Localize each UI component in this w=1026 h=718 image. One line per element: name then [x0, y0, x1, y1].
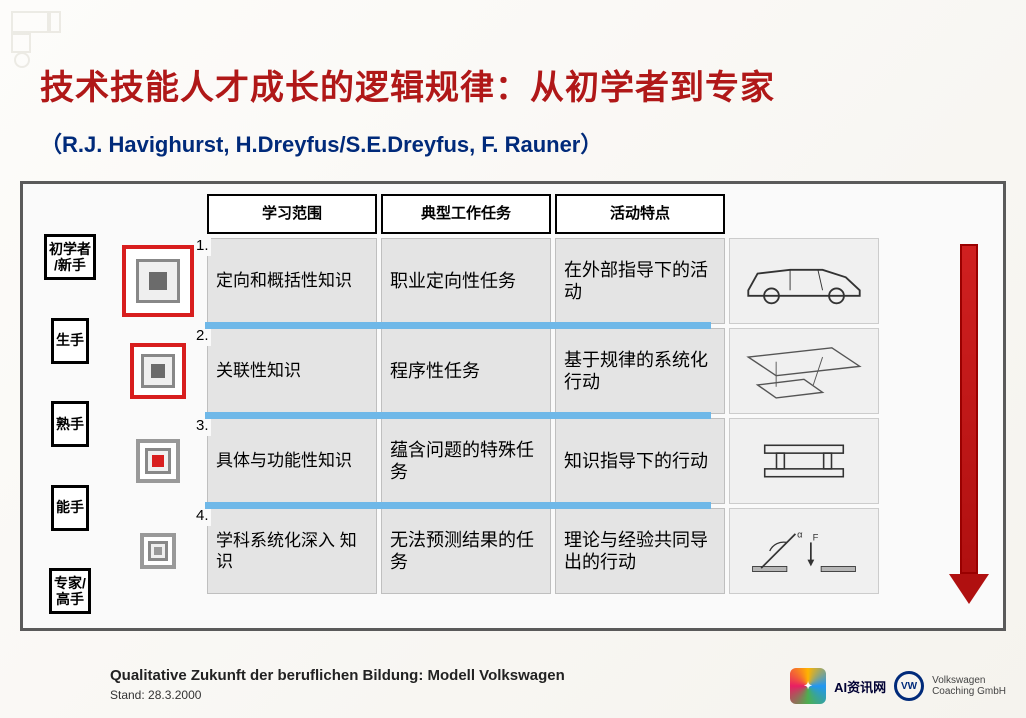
r4-activity: 理论与经验共同导出的行动	[555, 508, 725, 594]
stage-label-proficient: 能手	[51, 485, 89, 531]
svg-text:α: α	[797, 528, 803, 539]
ai-badge-text: AI资讯网	[834, 677, 886, 696]
footer-citation: Qualitative Zukunft der beruflichen Bild…	[110, 667, 565, 684]
ai-badge-icon: ✦	[790, 668, 826, 704]
footer-date: Stand: 28.3.2000	[110, 688, 201, 702]
logo-block: ✦ AI资讯网 VW Volkswagen Coaching GmbH	[790, 668, 1006, 704]
row-num-3: 3.	[194, 417, 211, 436]
corner-ornament	[8, 8, 128, 78]
svg-text:F: F	[813, 532, 819, 543]
r3-activity: 知识指导下的行动	[555, 418, 725, 504]
vw-text-2: Coaching GmbH	[932, 686, 1006, 697]
growth-model-chart: 学习范围 典型工作任务 活动特点 1. 定向和概括性知识 职业定向性任务 在外部…	[20, 181, 1006, 631]
r1-activity: 在外部指导下的活动	[555, 238, 725, 324]
illus-press	[729, 418, 879, 504]
stage-icon-1	[113, 238, 203, 324]
stage-label-beginner: 生手	[51, 318, 89, 364]
col-header-2: 典型工作任务	[381, 194, 551, 234]
r3-scope-text: 具体与功能性知识	[216, 450, 352, 471]
page-subtitle: （R.J. Havighurst, H.Dreyfus/S.E.Dreyfus,…	[40, 127, 986, 159]
r3-task: 蕴含问题的特殊任务	[381, 418, 551, 504]
illus-chassis	[729, 328, 879, 414]
r2-task: 程序性任务	[381, 328, 551, 414]
title-block: 技术技能人才成长的逻辑规律：从初学者到专家 （R.J. Havighurst, …	[0, 0, 1026, 169]
r2-scope: 2. 关联性知识	[207, 328, 377, 414]
r1-scope-text: 定向和概括性知识	[216, 270, 352, 291]
col-header-1: 学习范围	[207, 194, 377, 234]
vw-text-1: Volkswagen	[932, 675, 1006, 686]
stage-label-expert: 专家/高手	[49, 568, 91, 614]
chart-grid: 学习范围 典型工作任务 活动特点 1. 定向和概括性知识 职业定向性任务 在外部…	[29, 194, 993, 594]
row-num-2: 2.	[194, 327, 211, 346]
illus-torque: α F	[729, 508, 879, 594]
row-num-4: 4.	[194, 507, 211, 526]
r1-task: 职业定向性任务	[381, 238, 551, 324]
row-num-1: 1.	[194, 237, 211, 256]
row-divider-1	[205, 322, 711, 329]
page-title: 技术技能人才成长的逻辑规律：从初学者到专家	[40, 60, 986, 109]
r2-scope-text: 关联性知识	[216, 360, 301, 381]
r4-scope-text: 学科系统化深入 知识	[216, 530, 368, 573]
r4-task: 无法预测结果的任务	[381, 508, 551, 594]
progression-arrow-icon	[955, 244, 983, 604]
row-divider-3	[205, 502, 711, 509]
stage-icon-3	[113, 418, 203, 504]
illus-car	[729, 238, 879, 324]
r1-scope: 1. 定向和概括性知识	[207, 238, 377, 324]
stage-icon-4	[113, 508, 203, 594]
r2-activity: 基于规律的系统化行动	[555, 328, 725, 414]
r3-scope: 3. 具体与功能性知识	[207, 418, 377, 504]
row-divider-2	[205, 412, 711, 419]
col-header-3: 活动特点	[555, 194, 725, 234]
stage-label-novice: 初学者/新手	[44, 234, 96, 280]
vw-logo-icon: VW	[894, 671, 924, 701]
stage-label-competent: 熟手	[51, 401, 89, 447]
stage-label-stack: 初学者/新手 生手 熟手 能手 专家/高手	[33, 234, 107, 614]
stage-icon-2	[113, 328, 203, 414]
r4-scope: 4. 学科系统化深入 知识	[207, 508, 377, 594]
